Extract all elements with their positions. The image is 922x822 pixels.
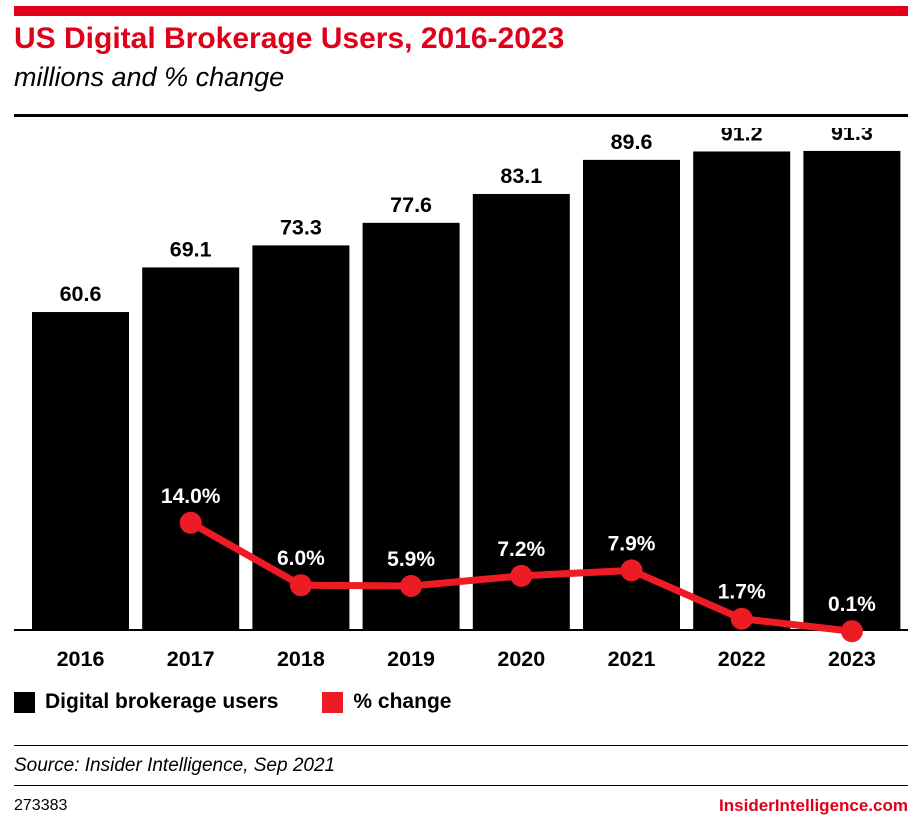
bar-2021 [583,159,680,630]
bar-value-label-2022: 91.2 [721,128,763,145]
pct-label-2023: 0.1% [828,593,876,616]
site-name: InsiderIntelligence.com [719,796,908,815]
x-tick-label-2022: 2022 [718,647,766,671]
x-tick-label-2017: 2017 [167,647,215,671]
bar-value-label-2023: 91.3 [831,128,873,145]
chart-area: 60.6 69.1 73.3 77.6 83.1 89.6 91.2 91.3 14.0% 6.0… [0,121,922,676]
legend-item-users: Digital brokerage users [14,690,278,714]
bar-2016 [32,312,129,630]
legend-swatch-users [14,691,35,713]
x-tick-label-2018: 2018 [277,647,325,671]
bar-value-label-2019: 77.6 [390,193,432,217]
bar-value-label-2021: 89.6 [611,130,653,154]
pct-point-2023 [840,620,863,643]
x-tick-label-2016: 2016 [57,647,105,671]
pct-point-2017 [179,511,202,534]
top-accent-bar [14,6,908,16]
legend-label-pct-change: % change [353,690,452,713]
legend-label-users: Digital brokerage users [45,690,279,713]
x-tick-label-2023: 2023 [828,647,876,671]
source-note: Source: Insider Intelligence, Sep 2021 [14,755,336,776]
chart-subtitle: millions and % change [14,62,285,92]
pct-point-2020 [510,564,533,587]
pct-point-2021 [620,559,643,582]
pct-label-2020: 7.2% [497,538,545,561]
pct-label-2019: 5.9% [387,548,435,571]
pct-point-2019 [400,574,423,597]
legend-item-pct-change: % change [322,690,451,714]
chart-id: 273383 [14,797,68,814]
x-tick-label-2019: 2019 [387,647,435,671]
pct-point-2018 [289,574,312,597]
x-tick-label-2021: 2021 [608,647,656,671]
x-tick-label-2020: 2020 [497,647,545,671]
chart-title: US Digital Brokerage Users, 2016-2023 [14,22,565,55]
chart-svg: 60.6 69.1 73.3 77.6 83.1 89.6 91.2 91.3 14.0% 6.0… [14,121,908,671]
bar-value-label-2020: 83.1 [500,164,542,188]
pct-label-2022: 1.7% [718,581,766,604]
bar-2023 [803,150,901,630]
header-divider [14,114,908,117]
bar-value-label-2018: 73.3 [280,215,322,239]
bar-2019 [362,222,460,630]
source-divider-top [14,745,908,746]
legend-swatch-pct-change [322,691,344,713]
bar-2018 [252,245,350,630]
pct-label-2017: 14.0% [161,485,221,508]
bar-value-label-2016: 60.6 [60,282,102,306]
pct-label-2018: 6.0% [277,547,325,570]
pct-point-2022 [730,607,753,630]
source-divider-bottom [14,785,908,786]
bar-value-label-2017: 69.1 [170,237,212,261]
bar-2022 [693,151,791,630]
legend: Digital brokerage users % change [14,690,908,714]
pct-label-2021: 7.9% [608,532,656,555]
bar-2017 [142,267,240,630]
footer-bar: 273383 InsiderIntelligence.com [14,796,908,816]
bar-2020 [472,193,570,630]
